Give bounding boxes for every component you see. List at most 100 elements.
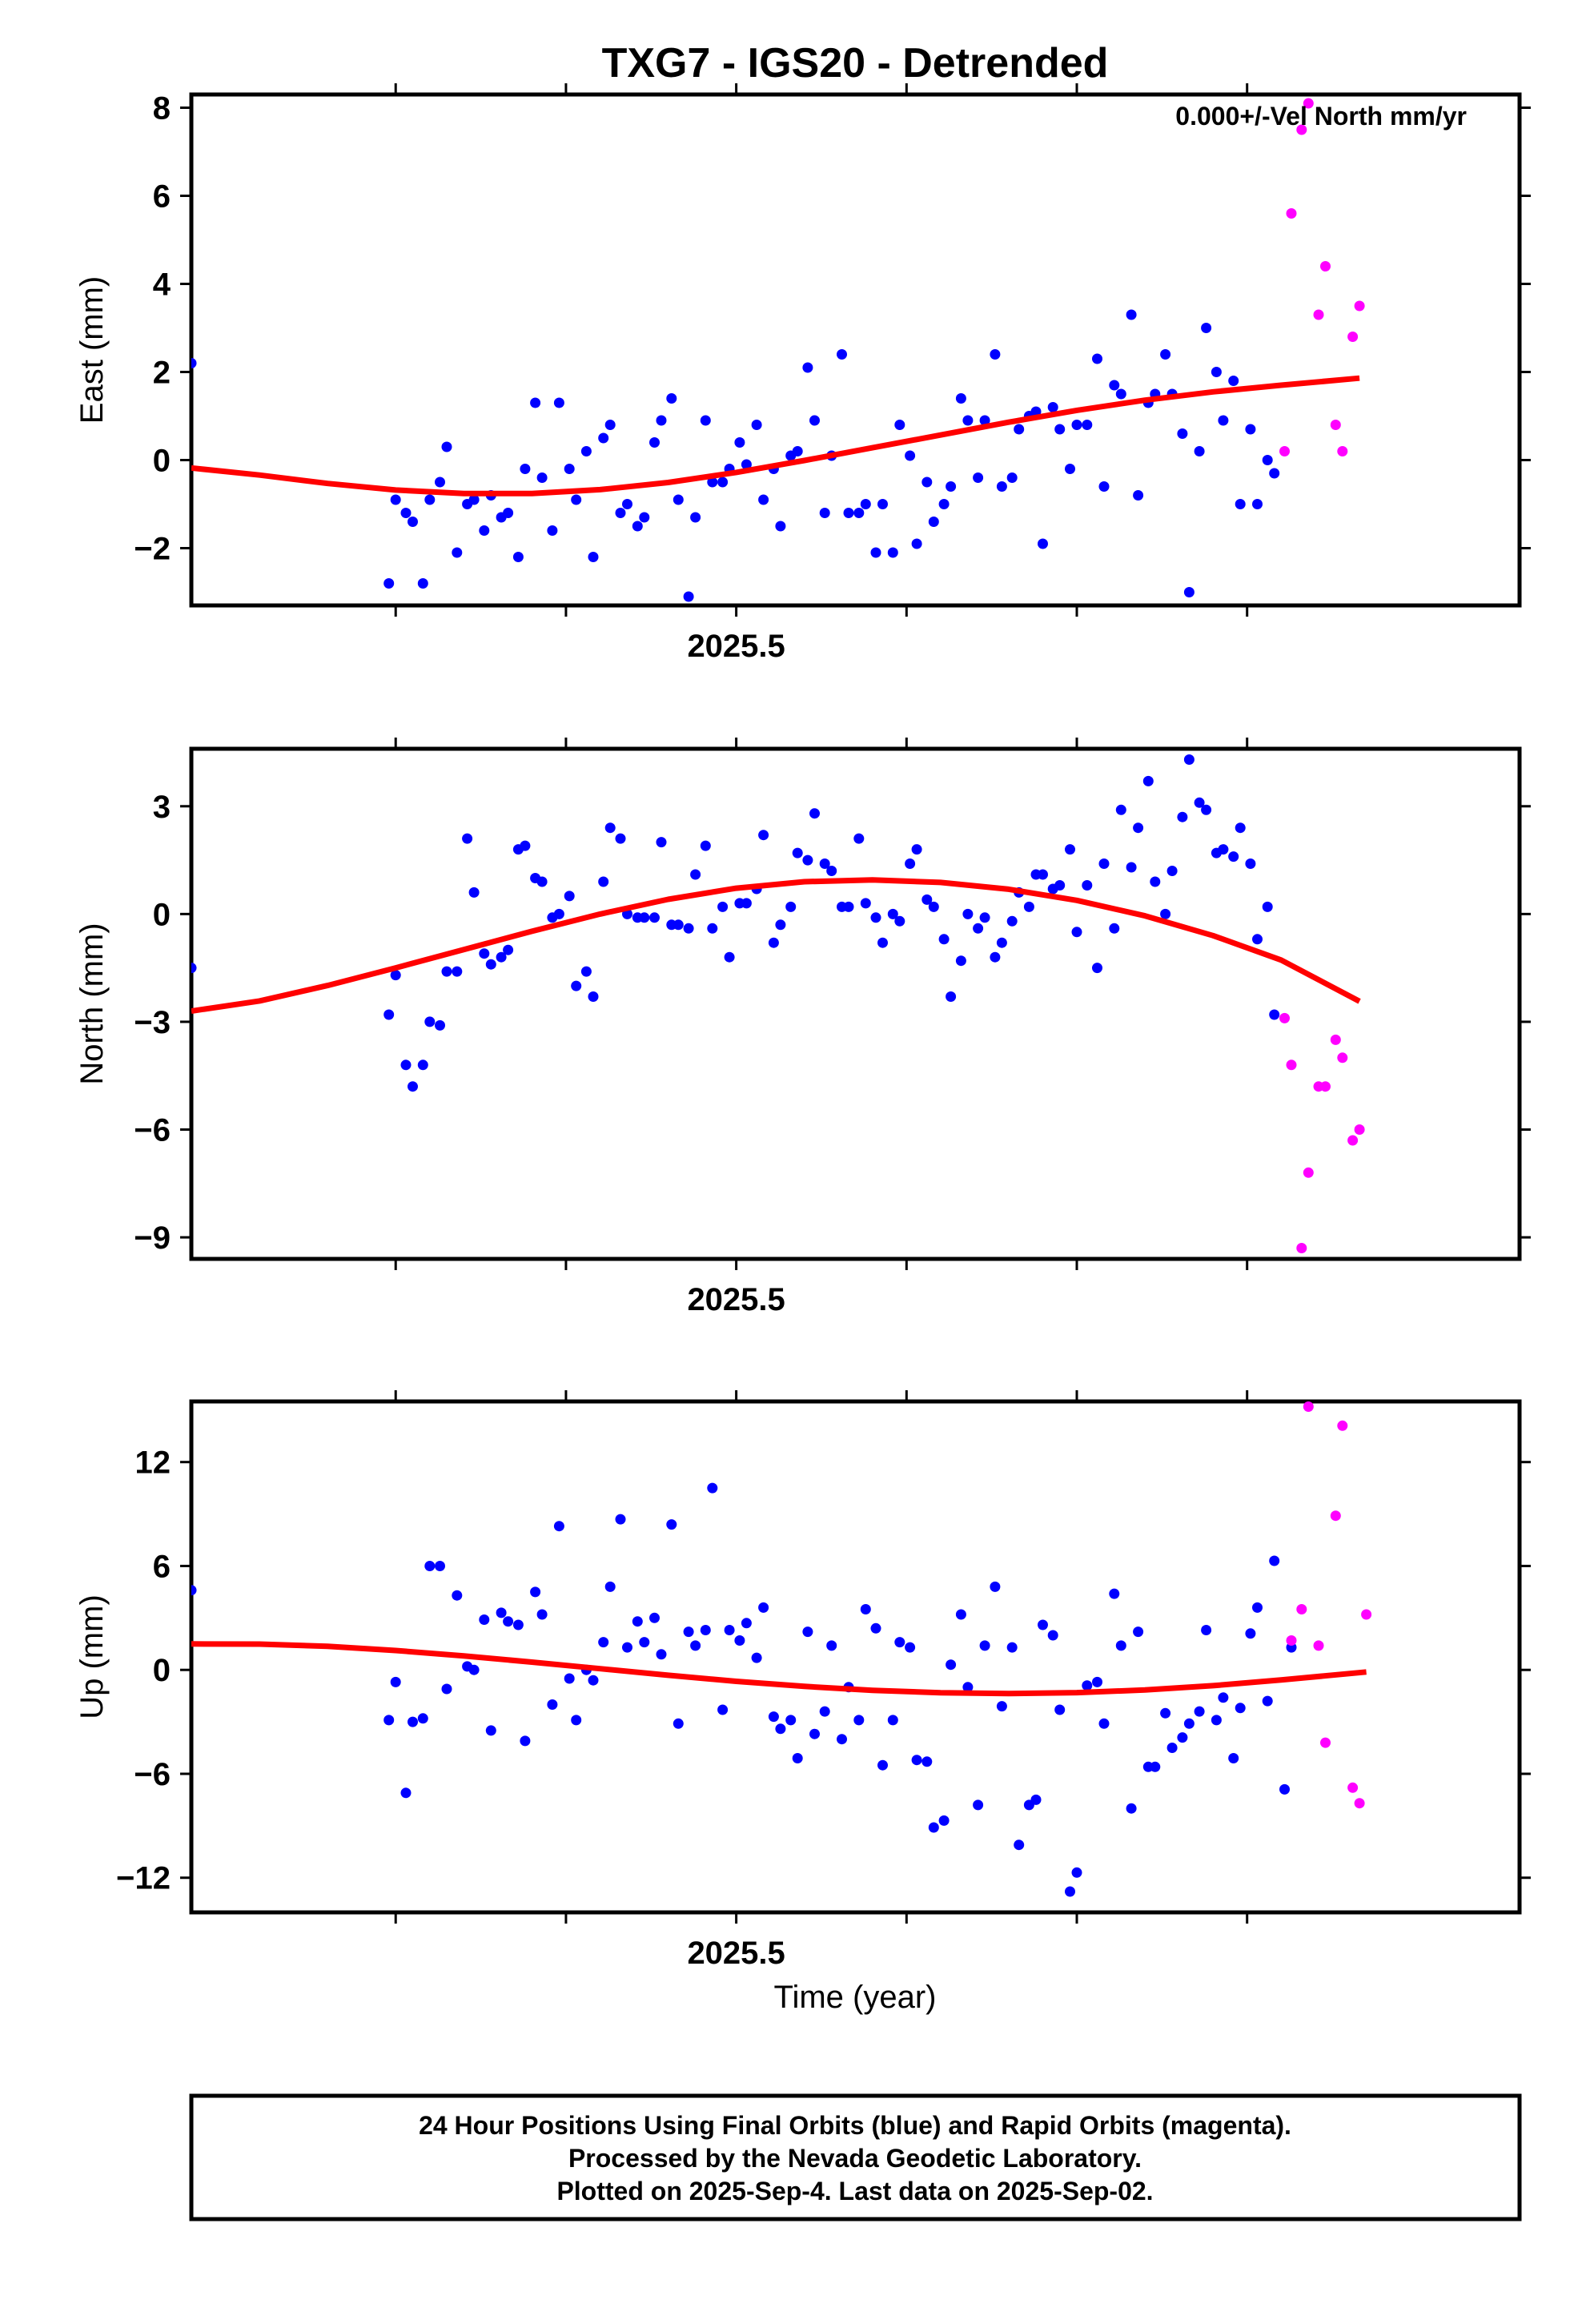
final-orbit-point [751, 420, 762, 430]
final-orbit-point [1194, 797, 1205, 808]
final-orbit-point [1177, 811, 1188, 822]
final-orbit-point [1047, 1630, 1058, 1641]
final-orbit-point [1218, 415, 1229, 426]
final-orbit-point [564, 891, 575, 902]
final-orbit-point [870, 1622, 881, 1634]
rapid-orbit-point [1286, 1059, 1297, 1071]
final-orbit-point [734, 1635, 745, 1646]
final-orbit-point [520, 464, 531, 474]
final-orbit-point [441, 1683, 452, 1695]
final-orbit-point [775, 1723, 786, 1735]
final-orbit-point [649, 437, 660, 448]
final-orbit-point [639, 1637, 650, 1648]
final-orbit-point [1160, 349, 1171, 360]
final-orbit-point [666, 1519, 677, 1530]
x-tick-label: 2025.5 [687, 629, 785, 664]
final-orbit-point [758, 830, 769, 841]
final-orbit-point [485, 1725, 496, 1736]
final-orbit-point [441, 966, 452, 977]
final-orbit-point [1065, 844, 1075, 855]
y-tick-label: 0 [153, 1653, 171, 1688]
final-orbit-point [792, 446, 803, 456]
model-curve [191, 877, 1361, 1014]
final-orbit-point [853, 508, 865, 518]
final-orbit-point [751, 1652, 762, 1663]
final-orbit-point [928, 901, 939, 912]
model-curve [191, 1641, 1367, 1697]
final-orbit-point [690, 512, 701, 523]
final-orbit-point [962, 415, 974, 426]
final-orbit-point [877, 937, 888, 948]
final-orbit-point [588, 1675, 599, 1686]
final-orbit-point [1126, 862, 1137, 873]
final-orbit-point [1201, 1625, 1212, 1635]
final-orbit-point [435, 1561, 445, 1571]
final-orbit-point [1218, 1692, 1229, 1703]
final-orbit-point [1150, 1761, 1161, 1772]
final-orbit-point [1177, 428, 1188, 439]
rapid-orbit-point [1279, 1012, 1290, 1023]
final-orbit-point [946, 481, 957, 492]
y-tick-label: −12 [116, 1861, 171, 1896]
final-orbit-point [1245, 858, 1256, 869]
final-orbit-point [622, 1642, 632, 1653]
final-orbit-point [683, 591, 694, 602]
final-orbit-point [496, 1607, 507, 1618]
final-orbit-point [938, 934, 950, 945]
footer-line-3: Plotted on 2025-Sep-4. Last data on 2025… [556, 2177, 1153, 2205]
final-orbit-point [911, 1755, 922, 1766]
final-orbit-point [503, 1616, 514, 1627]
final-orbit-point [441, 441, 452, 452]
final-orbit-point [1166, 866, 1178, 876]
final-orbit-point [921, 476, 933, 488]
final-orbit-point [734, 437, 745, 448]
final-orbit-point [408, 1716, 418, 1727]
y-tick-label: 8 [153, 91, 171, 127]
y-tick-label: −3 [134, 1005, 171, 1040]
final-orbit-point [468, 887, 480, 898]
final-orbit-point [512, 552, 524, 562]
final-orbit-point [632, 1616, 643, 1627]
final-orbit-point [911, 844, 922, 855]
final-orbit-point [666, 393, 677, 404]
final-orbit-point [921, 1756, 933, 1767]
final-orbit-point [1235, 1703, 1246, 1714]
final-orbit-point [1160, 1707, 1171, 1719]
final-orbit-point [564, 464, 575, 474]
final-orbit-point [588, 991, 599, 1002]
final-orbit-point [191, 1585, 197, 1596]
final-orbit-point [860, 1604, 871, 1614]
final-orbit-point [1023, 901, 1034, 912]
final-orbit-point [809, 808, 820, 819]
final-orbit-point [1133, 822, 1144, 834]
final-orbit-point [955, 955, 966, 967]
final-orbit-point [673, 919, 684, 931]
final-orbit-point [768, 1711, 779, 1723]
rapid-orbit-point [1337, 1052, 1348, 1063]
final-orbit-point [870, 547, 881, 558]
final-orbit-point [1098, 858, 1110, 869]
final-orbit-point [512, 1619, 524, 1630]
chart-title: TXG7 - IGS20 - Detrended [602, 40, 1109, 86]
final-orbit-point [400, 1059, 412, 1071]
final-orbit-point [1006, 1642, 1018, 1653]
final-orbit-point [1098, 1718, 1110, 1729]
final-orbit-point [946, 991, 957, 1002]
final-orbit-point [408, 517, 418, 527]
final-orbit-point [1252, 1602, 1263, 1613]
final-orbit-point [758, 1602, 769, 1613]
final-orbit-point [520, 840, 531, 851]
rapid-orbit-point [1303, 98, 1314, 109]
final-orbit-point [1160, 908, 1171, 919]
final-orbit-point [598, 432, 609, 444]
final-orbit-point [649, 1612, 660, 1623]
final-orbit-point [1252, 499, 1263, 509]
rapid-orbit-point [1303, 1401, 1314, 1412]
final-orbit-point [928, 1822, 939, 1833]
final-orbit-point [1228, 851, 1239, 862]
final-orbit-point [1142, 775, 1154, 786]
final-orbit-point [860, 898, 871, 909]
final-orbit-point [973, 1799, 984, 1811]
final-orbit-point [683, 1626, 694, 1638]
y-tick-label: 0 [153, 444, 171, 479]
